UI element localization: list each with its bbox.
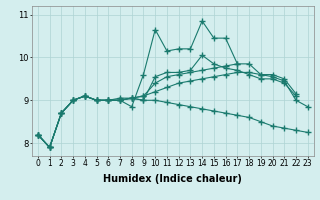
X-axis label: Humidex (Indice chaleur): Humidex (Indice chaleur): [103, 174, 242, 184]
